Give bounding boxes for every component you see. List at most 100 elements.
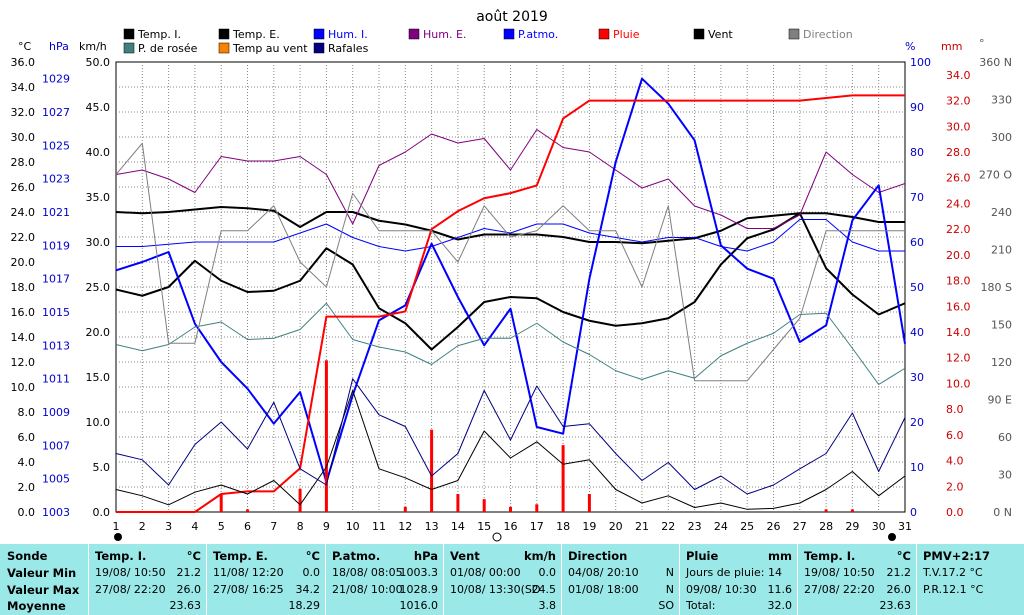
- temp-tick: 6.0: [18, 431, 36, 444]
- legend-label: Temp. E.: [232, 28, 280, 41]
- unit-rain: mm: [941, 40, 962, 53]
- stats-cell-value: 0.0: [538, 566, 557, 579]
- day-tick: 24: [714, 520, 728, 533]
- legend-swatch: [598, 28, 610, 40]
- rain-bar: [561, 445, 565, 512]
- rain-tick: 14.0: [946, 326, 971, 339]
- rain-bar: [403, 506, 407, 512]
- day-tick: 29: [845, 520, 859, 533]
- stats-block-unit: °C: [186, 549, 201, 563]
- stats-cell-label: 27/08/ 22:20: [804, 583, 875, 596]
- series-line: [115, 206, 905, 245]
- stats-block-title: PMV+2:17: [923, 549, 991, 563]
- wind-tick: 25.0: [86, 281, 111, 294]
- legend-swatch: [313, 42, 325, 54]
- stats-cell-label: 18/08/ 08:05: [332, 566, 403, 579]
- day-tick: 12: [398, 520, 412, 533]
- hpa-tick: 1025: [42, 139, 70, 152]
- series-line: [115, 302, 906, 385]
- stats-cell-value: 32.0: [767, 599, 793, 612]
- rain-bar: [298, 488, 302, 512]
- wind-tick: 50.0: [86, 56, 111, 69]
- wind-tick: 40.0: [86, 146, 111, 159]
- dir-tick: 150: [991, 319, 1012, 332]
- wind-tick: 15.0: [86, 371, 111, 384]
- rain-tick: 4.0: [946, 455, 964, 468]
- wind-tick: 45.0: [86, 101, 111, 114]
- hum-tick: 100: [910, 56, 931, 69]
- stats-cell-label: Total:: [686, 599, 716, 612]
- day-tick: 17: [530, 520, 544, 533]
- rain-tick: 26.0: [946, 172, 971, 185]
- stats-cell-value: 26.0: [886, 583, 912, 596]
- stats-block-title: P.atmo.: [332, 549, 381, 563]
- temp-tick: 30.0: [11, 131, 36, 144]
- day-tick: 28: [819, 520, 833, 533]
- day-tick: 13: [425, 520, 439, 533]
- day-tick: 18: [556, 520, 570, 533]
- stats-cell-value: 1028.9: [399, 583, 439, 596]
- hpa-tick: 1027: [42, 106, 70, 119]
- rain-tick: 18.0: [946, 275, 971, 288]
- rain-tick: 2.0: [946, 480, 964, 493]
- unit-hpa: hPa: [49, 40, 69, 53]
- stats-block: Temp. I. °C 19/08/ 10:50 21.2 27/08/ 22:20 26…: [88, 544, 207, 615]
- dir-tick: 0 N: [993, 506, 1012, 519]
- legend-label: Direction: [803, 28, 853, 41]
- rain-bar: [456, 494, 460, 512]
- rain-bar: [246, 509, 249, 512]
- stats-cell-value: 1003.3: [399, 566, 439, 579]
- legend-label: Rafales: [328, 42, 369, 55]
- dir-tick: 240: [991, 206, 1012, 219]
- dir-tick: 330: [991, 94, 1012, 107]
- dir-tick: 300: [991, 131, 1012, 144]
- hum-tick: 30: [910, 371, 924, 384]
- hum-tick: 10: [910, 461, 924, 474]
- stats-block: P.atmo. hPa 18/08/ 08:05 1003.3 21/08/ 10:00…: [325, 544, 444, 615]
- hpa-tick: 1005: [42, 473, 70, 486]
- stats-cell-value: 21.2: [886, 566, 912, 579]
- stats-block: Pluie mm Jours de pluie: 14 09/08/ 10:30 11.…: [679, 544, 798, 615]
- temp-tick: 36.0: [11, 56, 36, 69]
- stats-block-title: Direction: [568, 549, 628, 563]
- temp-tick: 0.0: [18, 506, 36, 519]
- dir-tick: 120: [991, 356, 1012, 369]
- hum-tick: 0: [910, 506, 917, 519]
- day-tick: 2: [139, 520, 146, 533]
- stats-cell-label: 11/08/ 12:20: [213, 566, 284, 579]
- moon-markers: [114, 532, 896, 542]
- unit-wind: km/h: [79, 40, 107, 53]
- hpa-tick: 1009: [42, 406, 70, 419]
- day-tick: 21: [635, 520, 649, 533]
- rain-tick: 30.0: [946, 120, 971, 133]
- stats-cell-value: 24.5: [531, 583, 557, 596]
- rain-bar: [824, 509, 828, 512]
- hpa-tick: 1023: [42, 173, 70, 186]
- stats-cell-value: 11.6: [767, 583, 793, 596]
- stats-cell-value: N: [665, 566, 674, 579]
- rain-bar: [850, 509, 854, 512]
- unit-hum: %: [905, 40, 915, 53]
- legend-swatch: [123, 42, 135, 54]
- stats-block-unit: hPa: [413, 549, 438, 563]
- temp-tick: 16.0: [11, 306, 36, 319]
- rain-bar: [535, 504, 539, 512]
- stats-cell-label: 09/08/ 10:30: [686, 583, 757, 596]
- stats-block: Temp. E. °C 11/08/ 12:20 0.0 27/08/ 16:25 34.…: [206, 544, 326, 615]
- series-line: [116, 94, 905, 513]
- stats-cell-label: 04/08/ 20:10: [568, 566, 639, 579]
- rain-bar: [219, 494, 223, 512]
- stats-cell-label: 21/08/ 10:00: [332, 583, 403, 596]
- stats-cell-label: 27/08/ 22:20: [95, 583, 166, 596]
- series-line: [115, 378, 906, 495]
- wind-tick: 5.0: [93, 461, 111, 474]
- temp-tick: 14.0: [11, 331, 36, 344]
- stats-cell-label: 01/08/ 18:00: [568, 583, 639, 596]
- axis-ticks: 36.034.032.030.028.026.024.022.020.018.0…: [11, 56, 1013, 533]
- hpa-tick: 1007: [42, 439, 70, 452]
- stats-labels: Sonde Valeur Min Valeur Max Moyenne: [0, 544, 88, 615]
- grid: [115, 61, 906, 513]
- wind-tick: 30.0: [86, 236, 111, 249]
- day-tick: 26: [767, 520, 781, 533]
- stats-block-title: Pluie: [686, 549, 719, 563]
